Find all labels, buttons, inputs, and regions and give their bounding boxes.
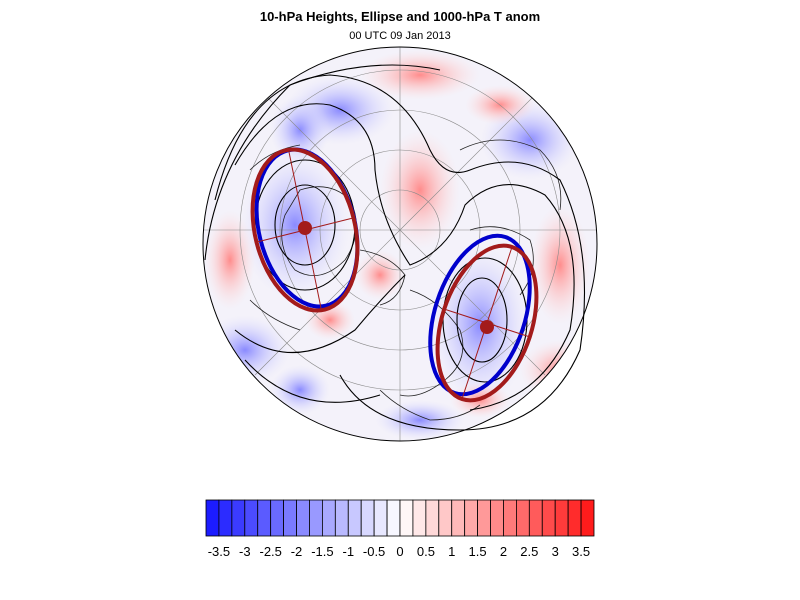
colorbar-tick-label: -2.5 [259,544,282,559]
vortex-center-west [298,221,312,235]
colorbar-box [528,499,543,537]
colorbar-box [567,499,582,537]
colorbar-box [360,499,375,537]
colorbar-box [425,499,440,537]
colorbar-box [283,499,297,537]
colorbar-box [399,499,414,537]
height-contour [244,359,381,403]
colorbar-tick-label: 3.5 [572,544,591,559]
chart-title: 10-hPa Heights, Ellipse and 1000-hPa T a… [259,9,541,24]
height-contour [456,277,508,363]
colorbar-box [580,499,595,537]
colorbar-box [373,499,388,537]
colorbar-labels: -3.5 -3 -2.5 -2 -1.5 -1 -0.5 0 0.5 1 1.5 2 2.5 3 3.5 [0,544,800,564]
colorbar-box [347,499,362,537]
chart-subtitle: 00 UTC 09 Jan 2013 [349,30,451,42]
colorbar-tick-label: 0 [396,544,404,559]
colorbar-tick-label: 1.5 [468,544,487,559]
height-contour [234,103,575,411]
colorbar-box [541,499,556,537]
colorbar-tick-label: 2 [499,544,508,559]
height-contour [204,64,441,261]
colorbar-box [516,499,530,537]
colorbar-box [412,499,427,537]
colorbar-box [296,499,310,537]
colorbar-tick-label: 1 [448,544,456,559]
colorbar-tick-label: 3 [551,544,559,559]
colorbar-box [490,499,504,537]
colorbar-tick-label: 2.5 [520,544,539,559]
colorbar-box [464,499,479,537]
colorbar-box [438,499,453,537]
colorbar-box [503,499,517,537]
height-contour [234,274,406,354]
colorbar-box [554,499,569,537]
vortex-center-east [480,320,494,334]
colorbar-box [270,499,285,537]
colorbar-box [321,499,336,537]
colorbar-box [244,499,259,537]
height-contour [274,184,336,266]
vortex-ellipses [250,147,539,403]
vortex-ellipse-west [250,147,360,313]
colorbar-tick-label: 0.5 [416,544,435,559]
colorbar-box [451,499,466,537]
colorbar-tick-label: -0.5 [362,544,386,559]
colorbar-box [218,499,233,537]
colorbar-tick-label: -1.5 [311,544,334,559]
colorbar-tick-label: -3.5 [207,544,231,559]
colorbar-box [309,499,323,537]
colorbar-tick-label: -2 [290,544,303,559]
colorbar-box [257,499,272,537]
colorbar-box [477,499,491,537]
colorbar-box [334,499,349,537]
colorbar-tick-label: -1 [342,544,355,559]
colorbar-box [205,499,220,537]
colorbar-box [231,499,246,537]
globe-outline [202,46,598,442]
colorbar-box [386,499,401,537]
colorbar-tick-label: -3 [239,544,251,559]
